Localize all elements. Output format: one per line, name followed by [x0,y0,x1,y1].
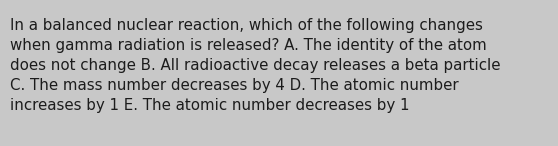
Text: In a balanced nuclear reaction, which of the following changes
when gamma radiat: In a balanced nuclear reaction, which of… [10,18,501,113]
